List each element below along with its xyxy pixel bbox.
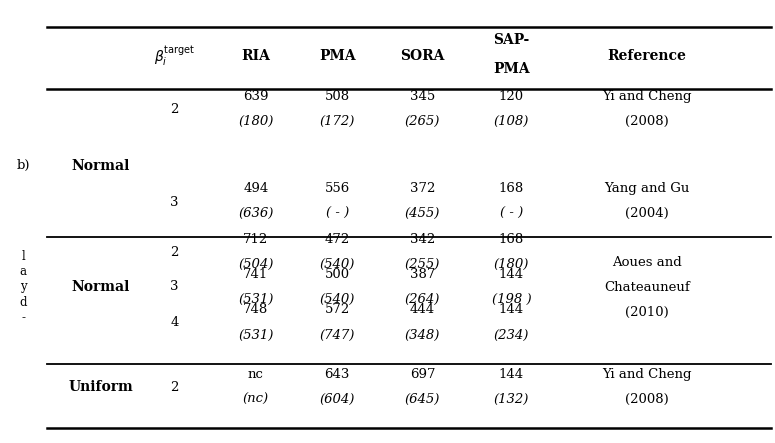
Text: $\beta_i^{\rm target}$: $\beta_i^{\rm target}$ bbox=[153, 44, 195, 68]
Text: (531): (531) bbox=[238, 329, 274, 342]
Text: (504): (504) bbox=[238, 258, 274, 271]
Text: 748: 748 bbox=[243, 303, 268, 316]
Text: Yi and Cheng: Yi and Cheng bbox=[602, 368, 692, 381]
Text: 712: 712 bbox=[243, 233, 268, 246]
Text: (180): (180) bbox=[494, 258, 529, 271]
Text: Aoues and: Aoues and bbox=[612, 256, 682, 269]
Text: 387: 387 bbox=[410, 268, 435, 281]
Text: (2008): (2008) bbox=[625, 115, 669, 128]
Text: (198 ): (198 ) bbox=[491, 293, 532, 306]
Text: (180): (180) bbox=[238, 115, 274, 128]
Text: PMA: PMA bbox=[319, 49, 356, 63]
Text: (540): (540) bbox=[319, 258, 355, 271]
Text: b): b) bbox=[16, 159, 30, 172]
Text: d: d bbox=[19, 296, 27, 309]
Text: (604): (604) bbox=[319, 393, 355, 406]
Text: 4: 4 bbox=[170, 316, 178, 329]
Text: 120: 120 bbox=[499, 90, 524, 103]
Text: Normal: Normal bbox=[71, 280, 130, 294]
Text: PMA: PMA bbox=[493, 62, 530, 76]
Text: 2: 2 bbox=[170, 103, 178, 116]
Text: ( - ): ( - ) bbox=[500, 207, 523, 220]
Text: Reference: Reference bbox=[608, 49, 687, 63]
Text: 697: 697 bbox=[410, 368, 435, 381]
Text: (645): (645) bbox=[405, 393, 440, 406]
Text: (172): (172) bbox=[319, 115, 355, 128]
Text: 144: 144 bbox=[499, 268, 524, 281]
Text: (636): (636) bbox=[238, 207, 274, 220]
Text: 3: 3 bbox=[170, 196, 178, 209]
Text: (455): (455) bbox=[405, 207, 440, 220]
Text: 643: 643 bbox=[325, 368, 350, 381]
Text: SAP-: SAP- bbox=[494, 34, 529, 47]
Text: 345: 345 bbox=[410, 90, 435, 103]
Text: SORA: SORA bbox=[400, 49, 445, 63]
Text: (531): (531) bbox=[238, 293, 274, 306]
Text: 472: 472 bbox=[325, 233, 350, 246]
Text: l: l bbox=[22, 250, 25, 263]
Text: 2: 2 bbox=[170, 381, 178, 394]
Text: 144: 144 bbox=[499, 368, 524, 381]
Text: Uniform: Uniform bbox=[68, 380, 133, 394]
Text: 168: 168 bbox=[499, 182, 524, 195]
Text: (264): (264) bbox=[405, 293, 440, 306]
Text: (348): (348) bbox=[405, 329, 440, 342]
Text: 342: 342 bbox=[410, 233, 435, 246]
Text: 556: 556 bbox=[325, 182, 350, 195]
Text: 500: 500 bbox=[325, 268, 350, 281]
Text: RIA: RIA bbox=[241, 49, 270, 63]
Text: Chateauneuf: Chateauneuf bbox=[604, 281, 690, 294]
Text: Yi and Cheng: Yi and Cheng bbox=[602, 90, 692, 103]
Text: 741: 741 bbox=[243, 268, 268, 281]
Text: 2: 2 bbox=[170, 246, 178, 259]
Text: (2010): (2010) bbox=[625, 306, 669, 319]
Text: -: - bbox=[21, 311, 26, 324]
Text: (234): (234) bbox=[494, 329, 529, 342]
Text: (255): (255) bbox=[405, 258, 440, 271]
Text: (747): (747) bbox=[319, 329, 355, 342]
Text: (265): (265) bbox=[405, 115, 440, 128]
Text: Normal: Normal bbox=[71, 159, 130, 173]
Text: 508: 508 bbox=[325, 90, 350, 103]
Text: (2004): (2004) bbox=[625, 207, 669, 220]
Text: nc: nc bbox=[248, 368, 264, 381]
Text: 372: 372 bbox=[410, 182, 435, 195]
Text: (108): (108) bbox=[494, 115, 529, 128]
Text: 168: 168 bbox=[499, 233, 524, 246]
Text: 572: 572 bbox=[325, 303, 350, 316]
Text: 3: 3 bbox=[170, 280, 178, 293]
Text: (132): (132) bbox=[494, 393, 529, 406]
Text: (nc): (nc) bbox=[243, 393, 269, 406]
Text: (540): (540) bbox=[319, 293, 355, 306]
Text: 494: 494 bbox=[243, 182, 268, 195]
Text: ( - ): ( - ) bbox=[326, 207, 349, 220]
Text: 144: 144 bbox=[499, 303, 524, 316]
Text: 444: 444 bbox=[410, 303, 435, 316]
Text: Yang and Gu: Yang and Gu bbox=[604, 182, 690, 195]
Text: (2008): (2008) bbox=[625, 393, 669, 406]
Text: y: y bbox=[20, 280, 26, 293]
Text: a: a bbox=[19, 265, 27, 278]
Text: 639: 639 bbox=[243, 90, 268, 103]
